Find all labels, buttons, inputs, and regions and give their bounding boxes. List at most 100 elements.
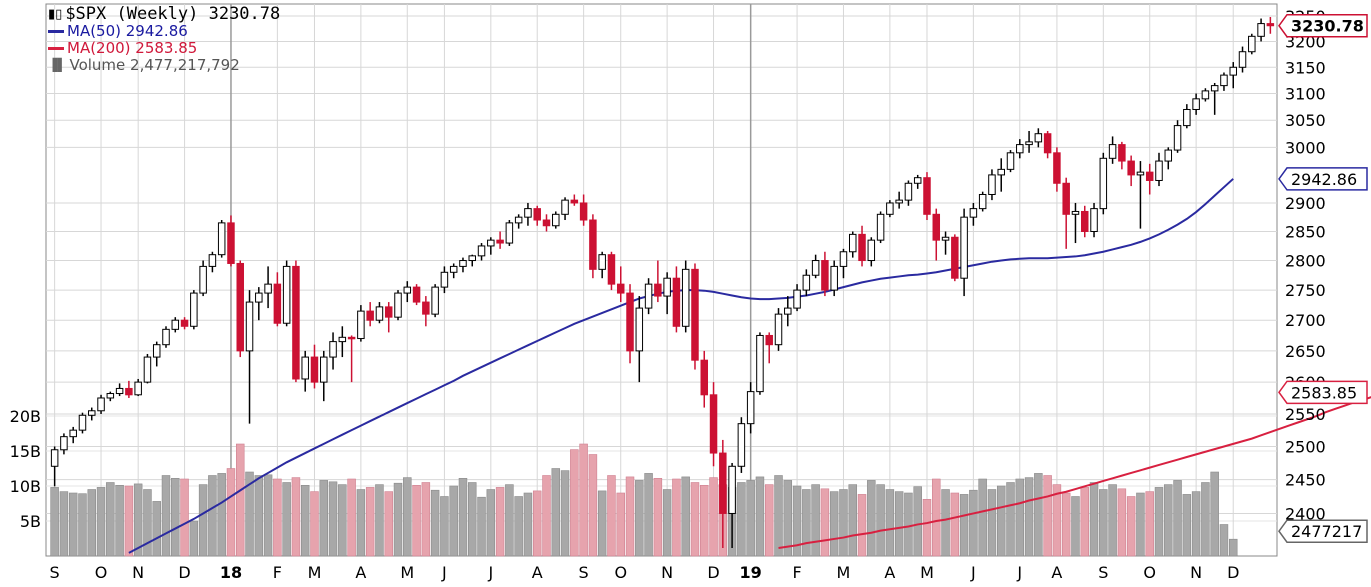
- volume-bar: [310, 491, 319, 557]
- volume-bar: [932, 478, 941, 557]
- last-price-tag-label: 3230.78: [1291, 17, 1364, 36]
- volume-bar: [876, 484, 885, 557]
- volume-bar: [1052, 484, 1062, 557]
- candle-body: [598, 254, 606, 270]
- candle-body: [1136, 171, 1145, 176]
- volume-bar: [922, 498, 932, 557]
- volume-bar: [1145, 491, 1154, 557]
- time-tick-label: D: [178, 563, 190, 582]
- candle-body: [1043, 133, 1052, 154]
- volume-bar: [681, 476, 690, 557]
- volume-bar: [430, 489, 440, 557]
- time-tick-label: 19: [740, 563, 762, 582]
- legend-volume: ▐▌ Volume 2,477,217,792: [48, 57, 280, 74]
- candle-body: [152, 344, 161, 358]
- volume-bar: [254, 475, 264, 557]
- time-tick-label: J: [487, 563, 493, 582]
- candle-body: [802, 274, 811, 291]
- volume-bar: [755, 476, 765, 557]
- candle-body: [1201, 90, 1210, 100]
- volume-bar: [1182, 494, 1192, 557]
- candle-body: [60, 436, 68, 451]
- volume-bar: [1034, 473, 1043, 557]
- volume-bar: [1061, 492, 1071, 557]
- price-tick-label: 2850: [1285, 222, 1326, 241]
- ma200-line: [778, 396, 1371, 549]
- volume-bar: [152, 501, 161, 557]
- candle-body: [477, 245, 486, 257]
- candle-body: [375, 306, 384, 321]
- candle-body: [969, 208, 978, 218]
- legend-title: $SPX (Weekly) 3230.78: [65, 4, 281, 24]
- candle-body: [273, 283, 282, 324]
- volume-bar: [236, 443, 245, 557]
- candle-body: [69, 429, 77, 438]
- candle-body: [347, 336, 356, 340]
- time-tick-label: M: [400, 563, 414, 582]
- volume-bar: [885, 489, 895, 557]
- volume-bar: [189, 520, 199, 557]
- time-tick-label: M: [920, 563, 934, 582]
- volume-bar: [644, 473, 653, 557]
- candle-body: [1173, 125, 1182, 151]
- legend-ma50-label: MA(50) 2942.86: [67, 22, 188, 40]
- volume-bar: [737, 482, 746, 557]
- volume-bar: [356, 489, 366, 557]
- volume-bar: [458, 477, 468, 557]
- volume-bar: [1228, 538, 1238, 557]
- price-tick-label: 2800: [1285, 252, 1326, 271]
- ma200-tag-box: [1278, 380, 1368, 405]
- volume-bar: [941, 489, 950, 557]
- volume-bar: [1099, 489, 1108, 557]
- candle-body: [106, 393, 115, 399]
- volume-bar: [672, 478, 681, 557]
- price-tick-label: 3000: [1285, 138, 1326, 157]
- volume-bar: [987, 489, 997, 557]
- volume-bar: [848, 484, 857, 557]
- candle-body: [1145, 171, 1154, 181]
- volume-bar: [1191, 491, 1201, 557]
- volume-bar: [412, 484, 421, 557]
- candle-body: [190, 292, 198, 327]
- volume-tag-box: [1278, 519, 1368, 543]
- candle-body: [672, 277, 681, 327]
- volume-bar: [1108, 484, 1117, 557]
- candle-body: [394, 292, 402, 318]
- volume-bar: [282, 482, 291, 557]
- candle-body: [932, 213, 941, 241]
- time-tick-label: O: [1143, 563, 1156, 582]
- volume-bar: [867, 480, 876, 557]
- candle-body: [570, 199, 579, 204]
- volume-bar: [904, 492, 913, 557]
- time-tick-label: A: [1051, 563, 1062, 582]
- candle-body: [468, 255, 477, 262]
- volume-bar: [774, 475, 783, 557]
- candle-body: [1025, 141, 1033, 146]
- candle-body: [728, 465, 736, 514]
- ma50-swatch: [48, 30, 64, 33]
- ma200-tag-label: 2583.85: [1291, 383, 1357, 402]
- volume-bar: [579, 443, 588, 557]
- time-tick-label: A: [355, 563, 366, 582]
- price-tick-label: 2900: [1285, 194, 1326, 213]
- candle-body: [440, 271, 449, 288]
- price-tick-label: 2500: [1285, 437, 1326, 456]
- candle-body: [524, 208, 532, 218]
- volume-bar: [857, 494, 867, 557]
- ma50-tag-box: [1278, 167, 1368, 191]
- volume-bar: [347, 478, 356, 557]
- volume-bar: [1089, 482, 1099, 557]
- candle-body: [217, 222, 226, 256]
- candle-body: [867, 239, 876, 262]
- volume-bars-icon: ▐▌: [48, 58, 67, 72]
- time-tick-label: A: [532, 563, 543, 582]
- candle-body: [1164, 149, 1173, 162]
- volume-bar: [653, 477, 663, 557]
- volume-bar: [171, 477, 180, 557]
- volume-bar: [792, 485, 802, 557]
- volume-bar: [375, 484, 384, 557]
- volume-bar: [1210, 471, 1219, 557]
- time-tick-label: A: [884, 563, 895, 582]
- time-tick-label: M: [308, 563, 322, 582]
- volume-bar: [468, 482, 477, 557]
